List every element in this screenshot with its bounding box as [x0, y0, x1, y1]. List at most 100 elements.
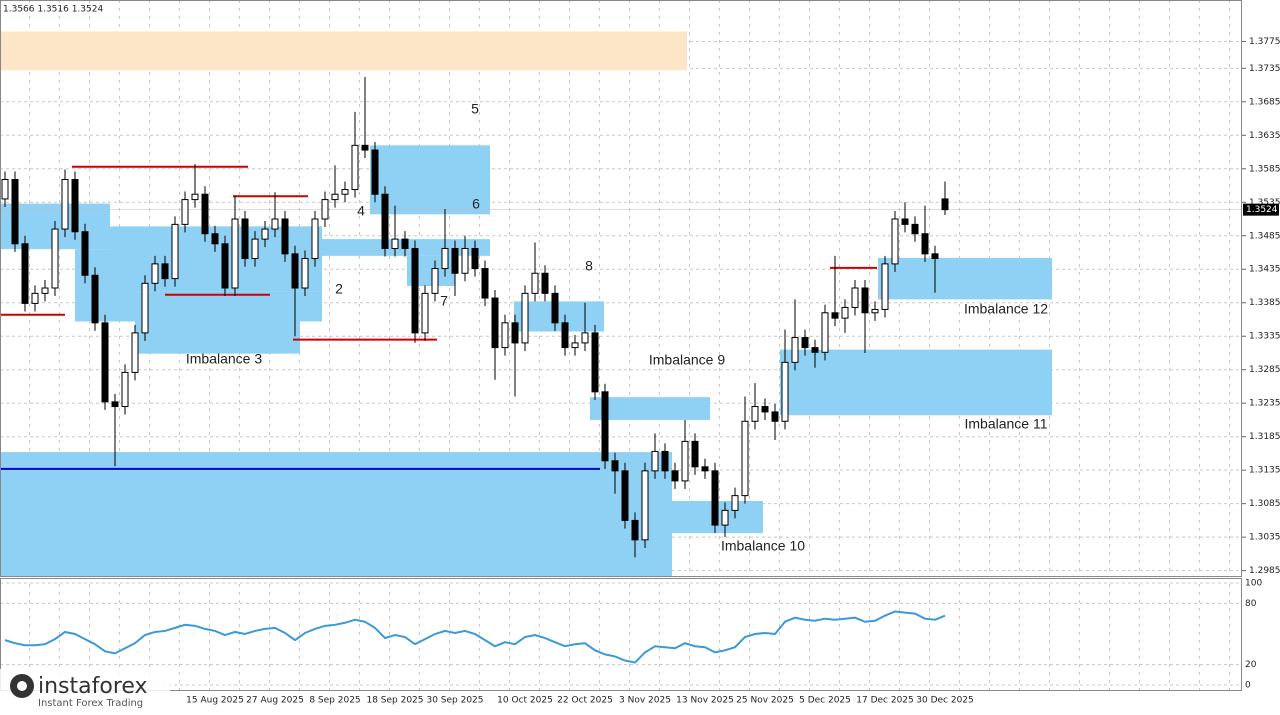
candle-body — [751, 406, 759, 422]
candle-body — [31, 292, 39, 304]
candle-body — [661, 450, 669, 472]
candle-body — [911, 223, 919, 235]
zone — [878, 257, 1052, 300]
candle-body — [411, 247, 419, 334]
y-tick-label: 1.2985 — [1249, 566, 1280, 576]
plot: 5 6 4 2 7 8 Imbalance 3 Imbalance 9 Imbalance 10… — [0, 31, 1246, 686]
candle-body — [501, 322, 509, 349]
candle-body — [251, 238, 259, 260]
candle-body — [641, 470, 649, 541]
candle-body — [541, 272, 549, 294]
candle-body — [61, 178, 69, 230]
ohlc-header: 1.3566 1.3516 1.3524 — [3, 5, 103, 15]
candle-body — [571, 342, 579, 349]
candle-body — [701, 466, 709, 472]
annotation: 5 — [471, 101, 479, 117]
main-frame — [0, 0, 1242, 577]
candle-body — [651, 450, 659, 472]
logo-icon — [17, 681, 27, 691]
candle-body — [121, 371, 129, 408]
candle-body — [461, 247, 469, 274]
candle-body — [241, 218, 249, 260]
candle-body — [871, 308, 879, 314]
candle-body — [41, 287, 49, 294]
last-price-box — [1243, 203, 1279, 216]
annotation: 4 — [357, 203, 365, 219]
zone — [590, 397, 710, 420]
candle-body — [791, 337, 799, 363]
candle-body — [221, 243, 229, 289]
candle-body — [301, 258, 309, 289]
last-price-label: 1.3524 — [1246, 205, 1278, 215]
annotation: 7 — [440, 293, 448, 309]
candle-body — [151, 263, 159, 284]
candle-body — [401, 238, 409, 249]
candle-body — [1, 178, 9, 200]
x-tick-label: 3 Nov 2025 — [619, 696, 671, 706]
y-tick-label: 1.3185 — [1249, 432, 1280, 442]
candle-body — [671, 470, 679, 482]
candle-body — [191, 193, 199, 201]
annotation: 6 — [472, 196, 480, 212]
y-tick-label: 1.3435 — [1249, 265, 1280, 275]
candle-body — [831, 312, 839, 319]
grid-background — [0, 579, 1242, 690]
candle-body — [681, 440, 689, 482]
candle-body — [111, 401, 119, 408]
x-tick-label: 27 Aug 2025 — [246, 696, 304, 706]
candle-body — [271, 218, 279, 230]
x-tick-label: 10 Oct 2025 — [497, 696, 553, 706]
y-tick-label: 1.3385 — [1249, 298, 1280, 308]
tagline: Instant Forex Trading — [38, 698, 143, 709]
y-tick-label: 1.3685 — [1249, 97, 1280, 107]
candle-body — [211, 233, 219, 245]
candle-body — [431, 268, 439, 294]
candle-body — [821, 312, 829, 353]
candle-body — [451, 247, 459, 274]
candle-body — [611, 460, 619, 472]
candle-body — [321, 199, 329, 220]
zone — [514, 301, 604, 332]
candle-body — [421, 292, 429, 334]
x-tick-label: 22 Oct 2025 — [557, 696, 613, 706]
candle-body — [901, 218, 909, 225]
candle-body — [261, 228, 269, 240]
candle-body — [51, 228, 59, 289]
candle-body — [761, 406, 769, 413]
candle-body — [481, 268, 489, 299]
candle-body — [931, 253, 939, 260]
brand: instaforex — [38, 674, 148, 699]
candle-body — [731, 495, 739, 511]
y-tick-label: 1.3585 — [1249, 164, 1280, 174]
candle-body — [391, 238, 399, 249]
osc-frame — [0, 578, 1242, 691]
candle-body — [741, 420, 749, 497]
candle-body — [161, 263, 169, 280]
candle-body — [801, 337, 809, 349]
candle-body — [581, 332, 589, 344]
candle-body — [181, 199, 189, 225]
candle-body — [71, 178, 79, 233]
x-tick-label: 8 Sep 2025 — [309, 696, 360, 706]
candle-body — [621, 470, 629, 521]
candle-body — [471, 247, 479, 270]
osc-tick-label: 100 — [1245, 578, 1262, 588]
candle-body — [941, 198, 949, 211]
y-tick-label: 1.3635 — [1249, 131, 1280, 141]
x-tick-label: 5 Dec 2025 — [799, 696, 851, 706]
candle-body — [141, 282, 149, 334]
annotation: Imbalance 9 — [649, 352, 725, 368]
osc-tick-label: 80 — [1245, 599, 1257, 609]
candle-body — [601, 391, 609, 462]
candle-body — [921, 233, 929, 255]
candle-body — [371, 149, 379, 195]
candle-body — [441, 247, 449, 270]
candle-body — [171, 223, 179, 280]
y-tick-label: 1.3085 — [1249, 499, 1280, 509]
y-tick-label: 1.3535 — [1249, 198, 1280, 208]
candle-body — [781, 361, 789, 422]
candle-body — [521, 292, 529, 344]
annotation: Imbalance 10 — [721, 538, 805, 554]
candle-body — [551, 292, 559, 324]
